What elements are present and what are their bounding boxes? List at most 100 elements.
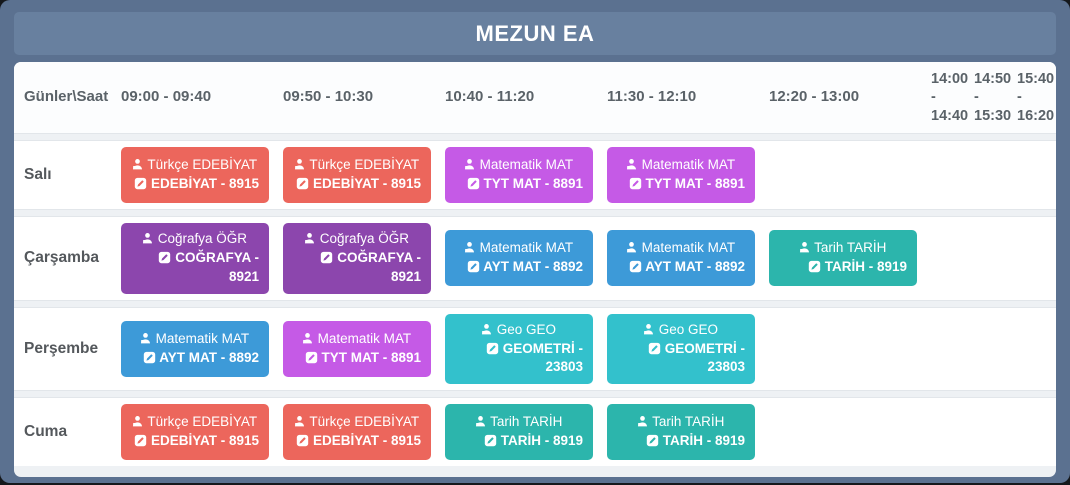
lesson-name: AYT MAT - 8892 [615, 258, 745, 277]
time-slot-header: 14:00 - 14:40 [931, 71, 969, 124]
teacher-icon [799, 242, 809, 253]
empty-slot [1017, 404, 1056, 460]
lesson-cell[interactable]: Matematik MAT AYT MAT - 8892 [445, 230, 593, 287]
lesson-name: COĞRAFYA - 8921 [291, 249, 421, 287]
lesson-cell[interactable]: Geo GEO GEOMETRİ - 23803 [445, 313, 593, 385]
page-title: MEZUN EA [14, 12, 1056, 55]
empty-slot [974, 230, 1017, 286]
teacher-icon [142, 233, 153, 244]
lesson-cell[interactable]: Türkçe EDEBİYAT EDEBİYAT - 8915 [121, 147, 269, 203]
teacher-icon [637, 416, 647, 427]
lesson-cell[interactable]: Matematik MAT TYT MAT - 8891 [283, 321, 431, 377]
time-slot-header: 14:50 - 15:30 [974, 71, 1012, 124]
lesson-name: TARİH - 8919 [777, 258, 907, 277]
time-slot-header: 11:30 - 12:10 [607, 88, 697, 106]
lesson-name-text: TYT MAT - 8891 [479, 176, 583, 191]
teacher-name-text: Türkçe EDEBİYAT [143, 414, 258, 430]
edit-icon [467, 261, 480, 273]
teacher-name: Matematik MAT [615, 156, 745, 175]
teacher-name-text: Matematik MAT [637, 240, 736, 256]
empty-slot [974, 147, 1017, 203]
teacher-icon [132, 159, 142, 170]
lesson-name: TYT MAT - 8891 [615, 175, 745, 194]
teacher-name: Matematik MAT [291, 330, 421, 349]
teacher-name-text: Coğrafya ÖĞR [153, 231, 248, 246]
edit-icon [135, 435, 147, 447]
teacher-icon [140, 333, 150, 344]
lesson-cell[interactable]: Matematik MAT TYT MAT - 8891 [607, 147, 755, 203]
edit-icon [486, 342, 499, 354]
lesson-name-text: TYT MAT - 8891 [641, 176, 745, 191]
teacher-icon [626, 159, 636, 170]
empty-slot [1017, 230, 1056, 286]
lesson-name-text: EDEBİYAT - 8915 [309, 433, 421, 449]
table-row: Çarşamba Coğrafya ÖĞR COĞRAFYA - 8921 Co… [14, 216, 1056, 301]
teacher-name: Matematik MAT [615, 239, 745, 258]
teacher-icon [304, 233, 315, 244]
lesson-name-text: AYT MAT - 8892 [641, 259, 745, 275]
teacher-name-text: Türkçe EDEBİYAT [143, 157, 258, 173]
lesson-name: TYT MAT - 8891 [291, 349, 421, 368]
empty-slot [1017, 147, 1056, 203]
lesson-cell[interactable]: Türkçe EDEBİYAT EDEBİYAT - 8915 [121, 404, 269, 461]
edit-icon [808, 261, 821, 273]
lesson-name-text: EDEBİYAT - 8915 [147, 176, 259, 191]
lesson-cell[interactable]: Matematik MAT TYT MAT - 8891 [445, 147, 593, 203]
lesson-name-text: GEOMETRİ - 23803 [661, 340, 745, 375]
lesson-name: EDEBİYAT - 8915 [129, 432, 259, 451]
lesson-name-text: EDEBİYAT - 8915 [309, 176, 421, 191]
time-slot-header: 09:50 - 10:30 [283, 88, 374, 106]
teacher-name-text: Türkçe EDEBİYAT [305, 157, 420, 173]
edit-icon [646, 435, 659, 447]
lesson-cell[interactable]: Tarih TARİH TARİH - 8919 [445, 404, 593, 461]
teacher-name: Türkçe EDEBİYAT [129, 156, 259, 175]
teacher-name-text: Coğrafya ÖĞR [315, 231, 410, 246]
lesson-name-text: TARİH - 8919 [658, 433, 745, 449]
lesson-cell[interactable]: Coğrafya ÖĞR COĞRAFYA - 8921 [283, 223, 431, 294]
time-slot-header: 10:40 - 11:20 [445, 88, 535, 106]
teacher-name-text: Geo GEO [654, 321, 719, 337]
day-label: Cuma [24, 423, 68, 441]
teacher-name-text: Türkçe EDEBİYAT [305, 414, 420, 430]
lesson-name: EDEBİYAT - 8915 [291, 175, 421, 194]
lesson-name: TARİH - 8919 [453, 432, 583, 451]
teacher-icon [475, 416, 485, 427]
lesson-cell[interactable]: Matematik MAT AYT MAT - 8892 [121, 321, 269, 377]
teacher-name-text: Tarih TARİH [648, 414, 725, 430]
empty-slot [1017, 321, 1056, 377]
lesson-name: GEOMETRİ - 23803 [615, 340, 745, 378]
empty-slot [931, 230, 974, 286]
schedule-table: Günler\Saat 09:00 - 09:40 09:50 - 10:30 10… [14, 62, 1056, 477]
lesson-name: AYT MAT - 8892 [129, 349, 259, 368]
edit-icon [143, 351, 156, 364]
lesson-cell[interactable]: Tarih TARİH TARİH - 8919 [769, 230, 917, 287]
edit-icon [629, 177, 641, 190]
teacher-name: Tarih TARİH [615, 413, 745, 432]
teacher-name-text: Matematik MAT [313, 331, 412, 347]
edit-icon [297, 177, 309, 190]
lesson-name: TYT MAT - 8891 [453, 175, 583, 194]
edit-icon [321, 251, 333, 264]
lesson-cell[interactable]: Geo GEO GEOMETRİ - 23803 [607, 313, 755, 385]
lesson-name-text: GEOMETRİ - 23803 [499, 340, 583, 375]
lesson-cell[interactable]: Türkçe EDEBİYAT EDEBİYAT - 8915 [283, 404, 431, 461]
day-label: Salı [24, 166, 52, 183]
time-slot-header: 15:40 - 16:20 [1017, 71, 1055, 124]
empty-slot [769, 404, 931, 460]
teacher-name: Tarih TARİH [777, 239, 907, 258]
lesson-name: EDEBİYAT - 8915 [129, 175, 259, 194]
lesson-name-text: TYT MAT - 8891 [317, 350, 421, 365]
teacher-name: Coğrafya ÖĞR [291, 230, 421, 249]
lesson-cell[interactable]: Matematik MAT AYT MAT - 8892 [607, 230, 755, 287]
lesson-name: COĞRAFYA - 8921 [129, 249, 259, 287]
lesson-name-text: TARİH - 8919 [820, 259, 907, 275]
teacher-name: Türkçe EDEBİYAT [129, 413, 259, 432]
teacher-name: Matematik MAT [129, 330, 259, 349]
teacher-name-text: Matematik MAT [151, 331, 250, 347]
empty-slot [974, 404, 1017, 460]
lesson-name: TARİH - 8919 [615, 432, 745, 451]
teacher-icon [626, 242, 636, 253]
lesson-cell[interactable]: Coğrafya ÖĞR COĞRAFYA - 8921 [121, 223, 269, 294]
lesson-cell[interactable]: Tarih TARİH TARİH - 8919 [607, 404, 755, 461]
lesson-cell[interactable]: Türkçe EDEBİYAT EDEBİYAT - 8915 [283, 147, 431, 203]
